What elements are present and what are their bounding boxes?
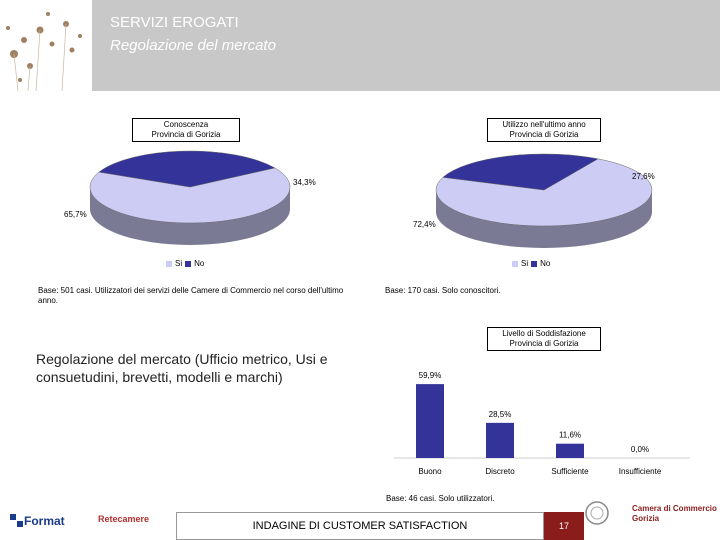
pie2-label-si: 72,4% <box>413 220 436 229</box>
pie-chart-knowledge <box>89 150 291 245</box>
pie1-title-line1: Conoscenza <box>163 120 209 129</box>
pie2-label-no: 27,6% <box>632 172 655 181</box>
pie2-base-note: Base: 170 casi. Solo conoscitori. <box>385 286 501 295</box>
bar-title-line2: Provincia di Gorizia <box>509 339 579 348</box>
camera-commercio-logo: Camera di Commercio Gorizia <box>632 504 717 524</box>
retecamere-logo: Retecamere <box>98 514 150 524</box>
bar-title: Livello di Soddisfazione Provincia di Go… <box>487 327 601 351</box>
camera-commercio-seal-icon <box>585 501 609 525</box>
pie1-legend: Si No <box>166 259 204 268</box>
pie-side-wall <box>436 190 652 248</box>
bar-buono <box>416 384 444 458</box>
bar-value-label-sufficiente: 11,6% <box>559 431 581 440</box>
pie2-title-line2: Provincia di Gorizia <box>509 130 579 139</box>
pie-slice-no <box>98 150 276 188</box>
pie2-legend: Si No <box>512 259 550 268</box>
bar-category-label-buono: Buono <box>418 467 442 476</box>
dandelion-image <box>6 12 82 92</box>
format-logo-text: Format <box>24 514 65 528</box>
pie1-base-note: Base: 501 casi. Utilizzatori dei servizi… <box>38 286 344 305</box>
bar-value-label-buono: 59,9% <box>419 371 442 380</box>
format-logo: Format <box>8 512 70 536</box>
pie-slice-si <box>435 158 653 227</box>
pie1-title: Conoscenza Provincia di Gorizia <box>132 118 240 142</box>
pie-slice-si <box>89 167 291 224</box>
bar-base-note: Base: 46 casi. Solo utilizzatori. <box>386 494 495 503</box>
pie1-title-line2: Provincia di Gorizia <box>151 130 221 139</box>
legend-swatch-no-2 <box>531 260 538 267</box>
camera-logo-line2: Gorizia <box>632 514 660 523</box>
legend-label-si-2: Si <box>521 259 529 268</box>
bar-title-line1: Livello di Soddisfazione <box>502 329 586 338</box>
pie2-title: Utilizzo nell'ultimo anno Provincia di G… <box>487 118 601 142</box>
bar-category-label-sufficiente: Sufficiente <box>551 467 589 476</box>
legend-swatch-si-2 <box>512 260 518 267</box>
page-number: 17 <box>544 512 584 540</box>
header-subtitle: Regolazione del mercato <box>110 37 276 54</box>
bar-chart-satisfaction: 59,9% Buono 28,5% Discreto 11,6% Sufficiente 0… <box>394 371 690 476</box>
footer-title: INDAGINE DI CUSTOMER SATISFACTION <box>176 512 544 540</box>
pie2-title-line1: Utilizzo nell'ultimo anno <box>502 120 586 129</box>
pie1-label-no: 34,3% <box>293 178 316 187</box>
legend-label-no: No <box>194 259 205 268</box>
legend-swatch-no <box>185 260 192 267</box>
pie-side-wall <box>90 187 290 245</box>
bar-category-label-insufficiente: Insufficiente <box>619 467 662 476</box>
pie-slice-no <box>442 153 599 191</box>
bar-sufficiente <box>556 443 584 458</box>
bar-value-label-insufficiente: 0,0% <box>631 445 649 454</box>
header-bar: SERVIZI EROGATI Regolazione del mercato <box>0 0 720 92</box>
legend-label-no-2: No <box>540 259 551 268</box>
bar-value-label-discreto: 28,5% <box>489 410 512 419</box>
bar-category-label-discreto: Discreto <box>485 467 515 476</box>
header-photo <box>0 0 92 92</box>
header-title: SERVIZI EROGATI <box>110 14 239 31</box>
pie-chart-usage <box>435 153 653 248</box>
service-description: Regolazione del mercato (Ufficio metrico… <box>36 351 328 385</box>
format-logo-icon <box>10 514 23 527</box>
legend-swatch-si <box>166 260 172 267</box>
bar-discreto <box>486 422 514 458</box>
legend-label-si: Si <box>175 259 183 268</box>
camera-logo-line1: Camera di Commercio <box>632 504 717 513</box>
pie1-label-si: 65,7% <box>64 210 87 219</box>
